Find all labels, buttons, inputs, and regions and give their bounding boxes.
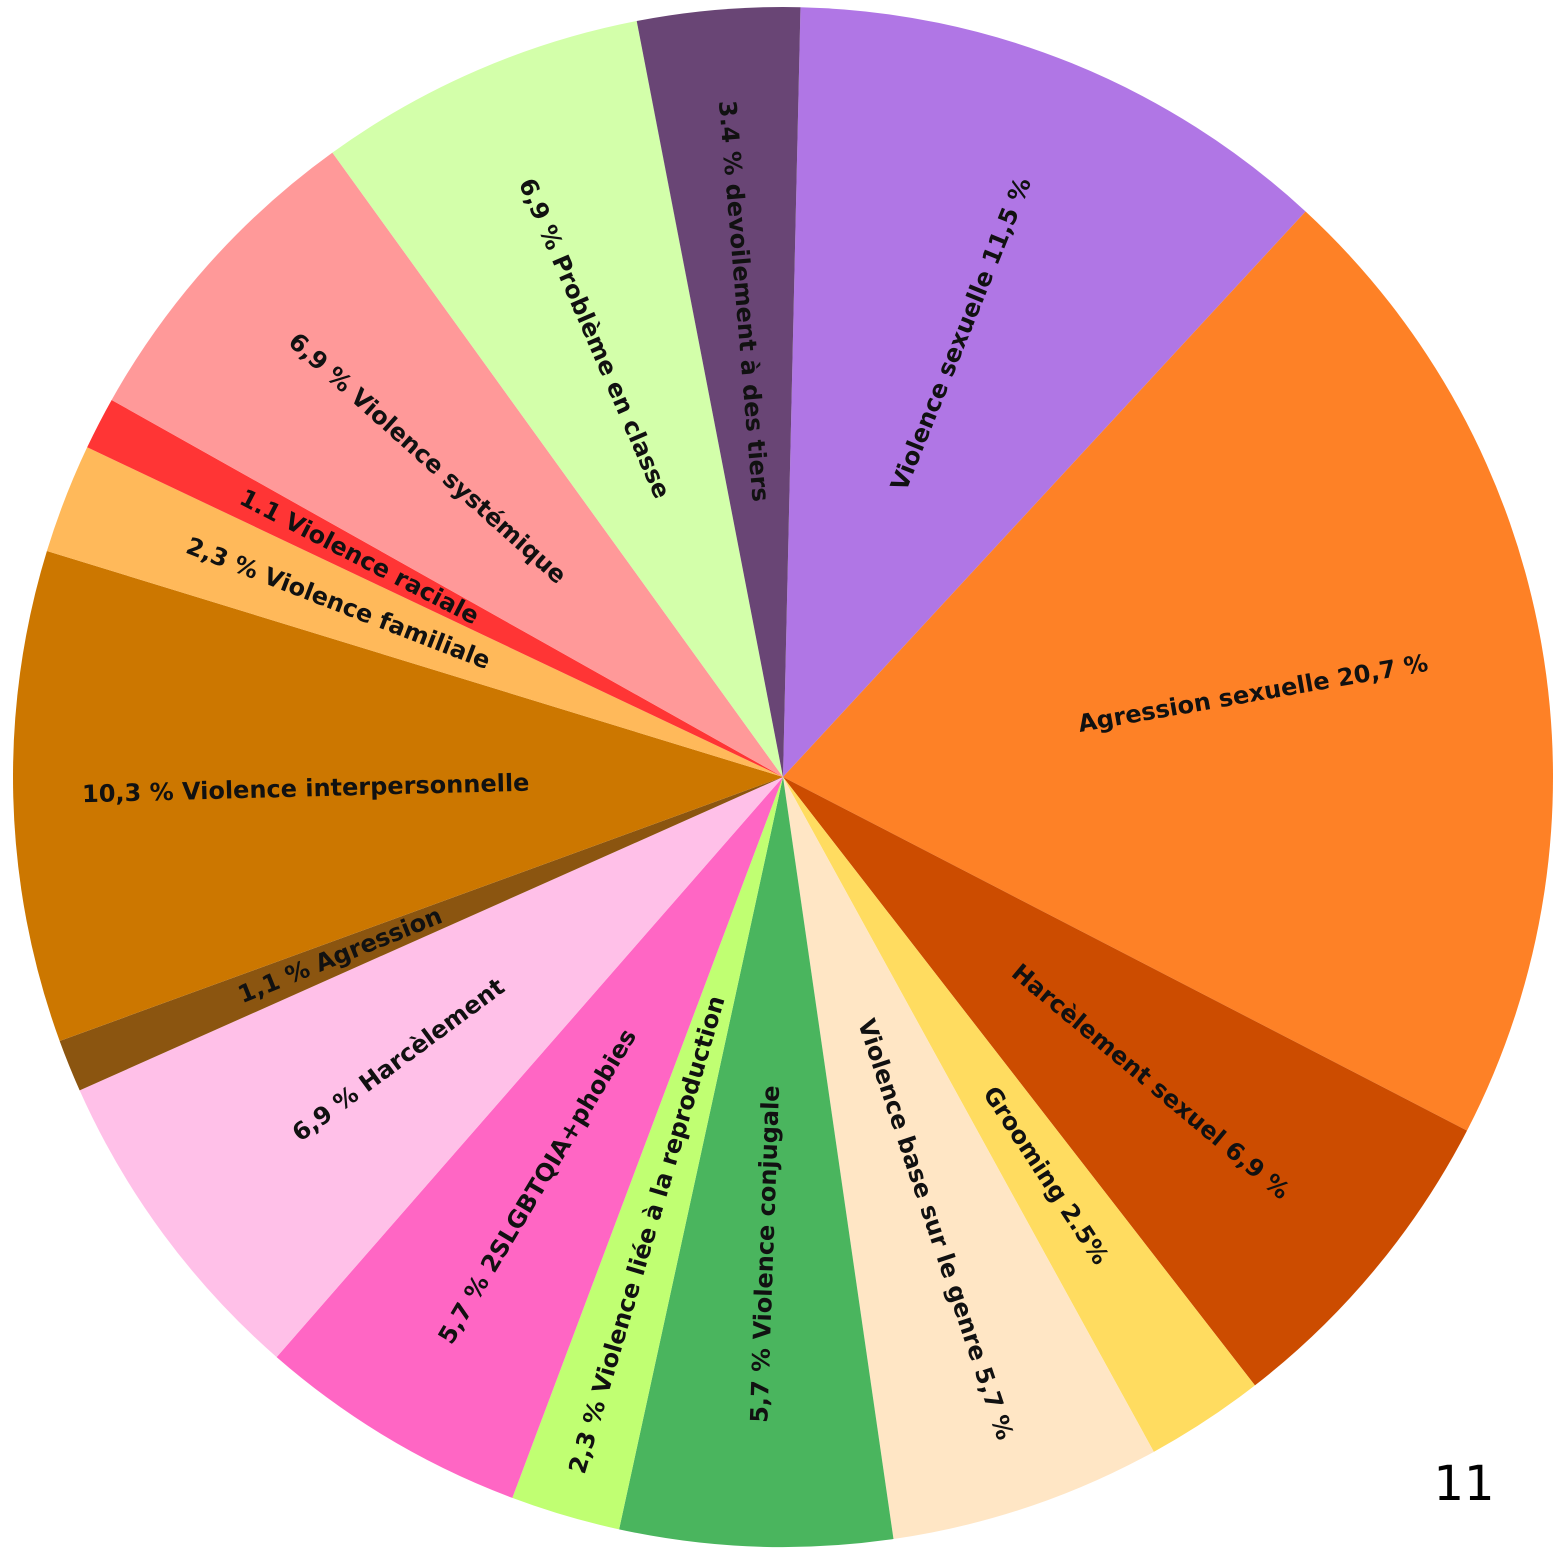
- slice: [512, 777, 783, 1530]
- slice: [636, 6, 801, 777]
- page-number: 11: [1433, 1456, 1494, 1512]
- slice: [783, 7, 1306, 778]
- slice: [783, 777, 1468, 1386]
- slice: [87, 399, 784, 777]
- slice: [276, 777, 783, 1498]
- slice: [79, 777, 783, 1358]
- pie: [12, 6, 1553, 1547]
- slice: [332, 21, 783, 777]
- slice: [783, 777, 1154, 1540]
- slice: [46, 447, 783, 777]
- slice: [619, 777, 894, 1547]
- slice: [783, 777, 1255, 1452]
- slice: [59, 777, 784, 1091]
- slice: [12, 551, 783, 1042]
- slice: [783, 211, 1553, 1131]
- slice: [111, 152, 784, 777]
